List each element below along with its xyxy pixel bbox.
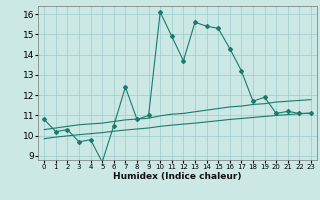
X-axis label: Humidex (Indice chaleur): Humidex (Indice chaleur) [113,172,242,181]
